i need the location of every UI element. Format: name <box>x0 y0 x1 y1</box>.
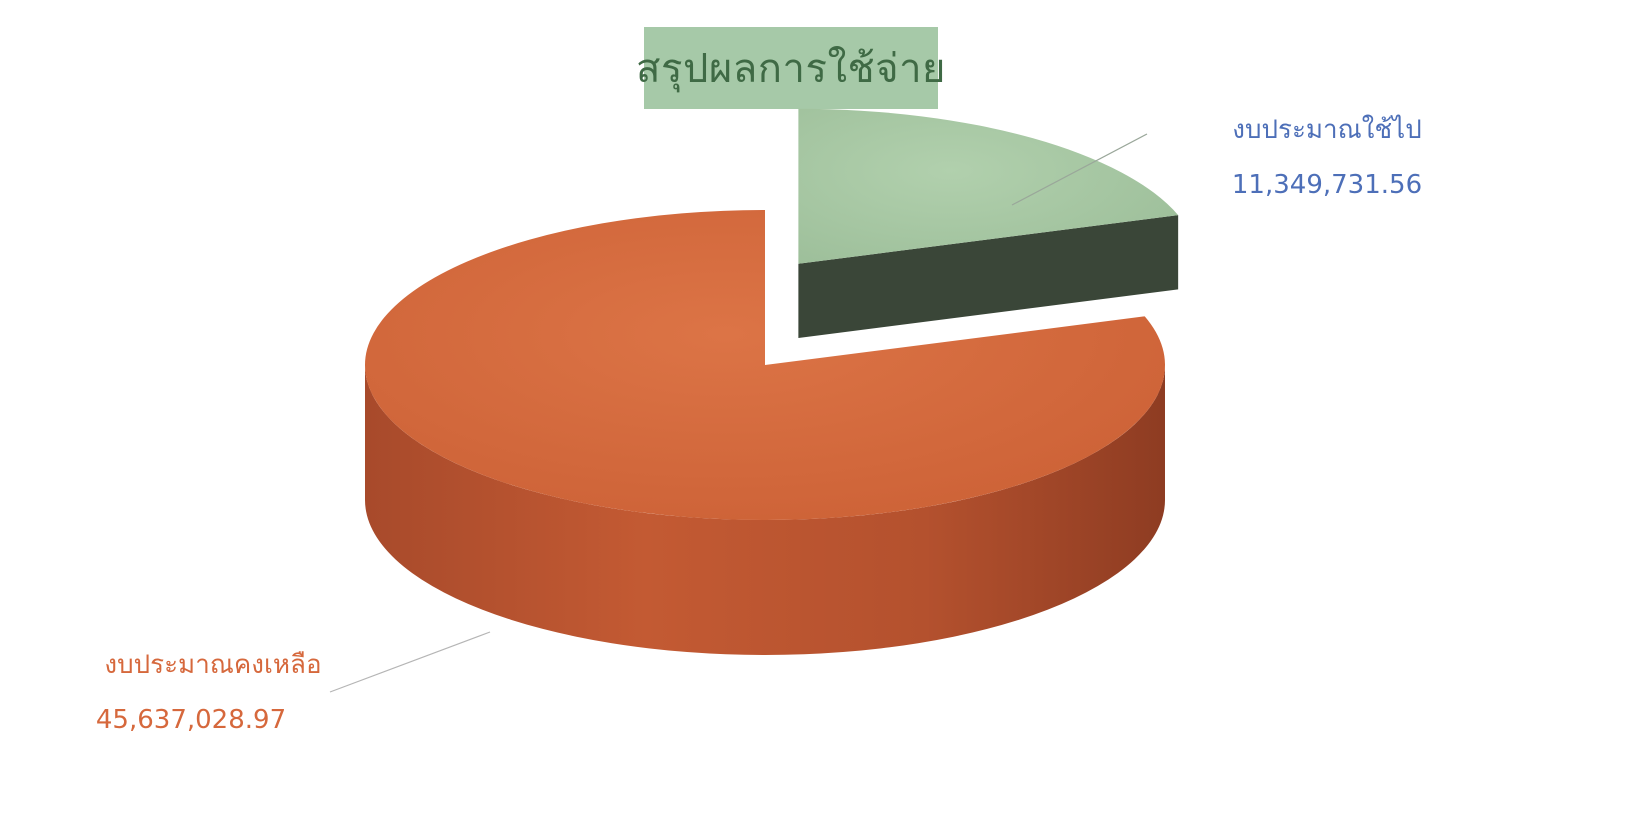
pie-side-group <box>365 215 1179 655</box>
pie-top-group <box>364 108 1179 520</box>
pie-cutface-0 <box>798 215 1179 339</box>
leader-line-remaining <box>329 631 491 693</box>
chart-title-box: สรุปผลการใช้จ่าย <box>636 27 945 109</box>
slice-label-remaining: งบประมาณคงเหลือ <box>104 650 321 680</box>
slice-value-remaining: 45,637,028.97 <box>96 705 286 735</box>
slice-label-spent: งบประมาณใช้ไป <box>1232 114 1421 145</box>
pie-slice-spent <box>798 108 1179 264</box>
pie-side-1-0 <box>365 365 1165 655</box>
leader-line-spent <box>1011 133 1148 206</box>
slice-value-spent: 11,349,731.56 <box>1232 170 1422 200</box>
chart-title: สรุปผลการใช้จ่าย <box>636 46 946 92</box>
pie-slice-remaining <box>364 210 1165 520</box>
pie-labels-group: งบประมาณใช้ไป 11,349,731.56 งบประมาณคงเห… <box>96 114 1422 735</box>
